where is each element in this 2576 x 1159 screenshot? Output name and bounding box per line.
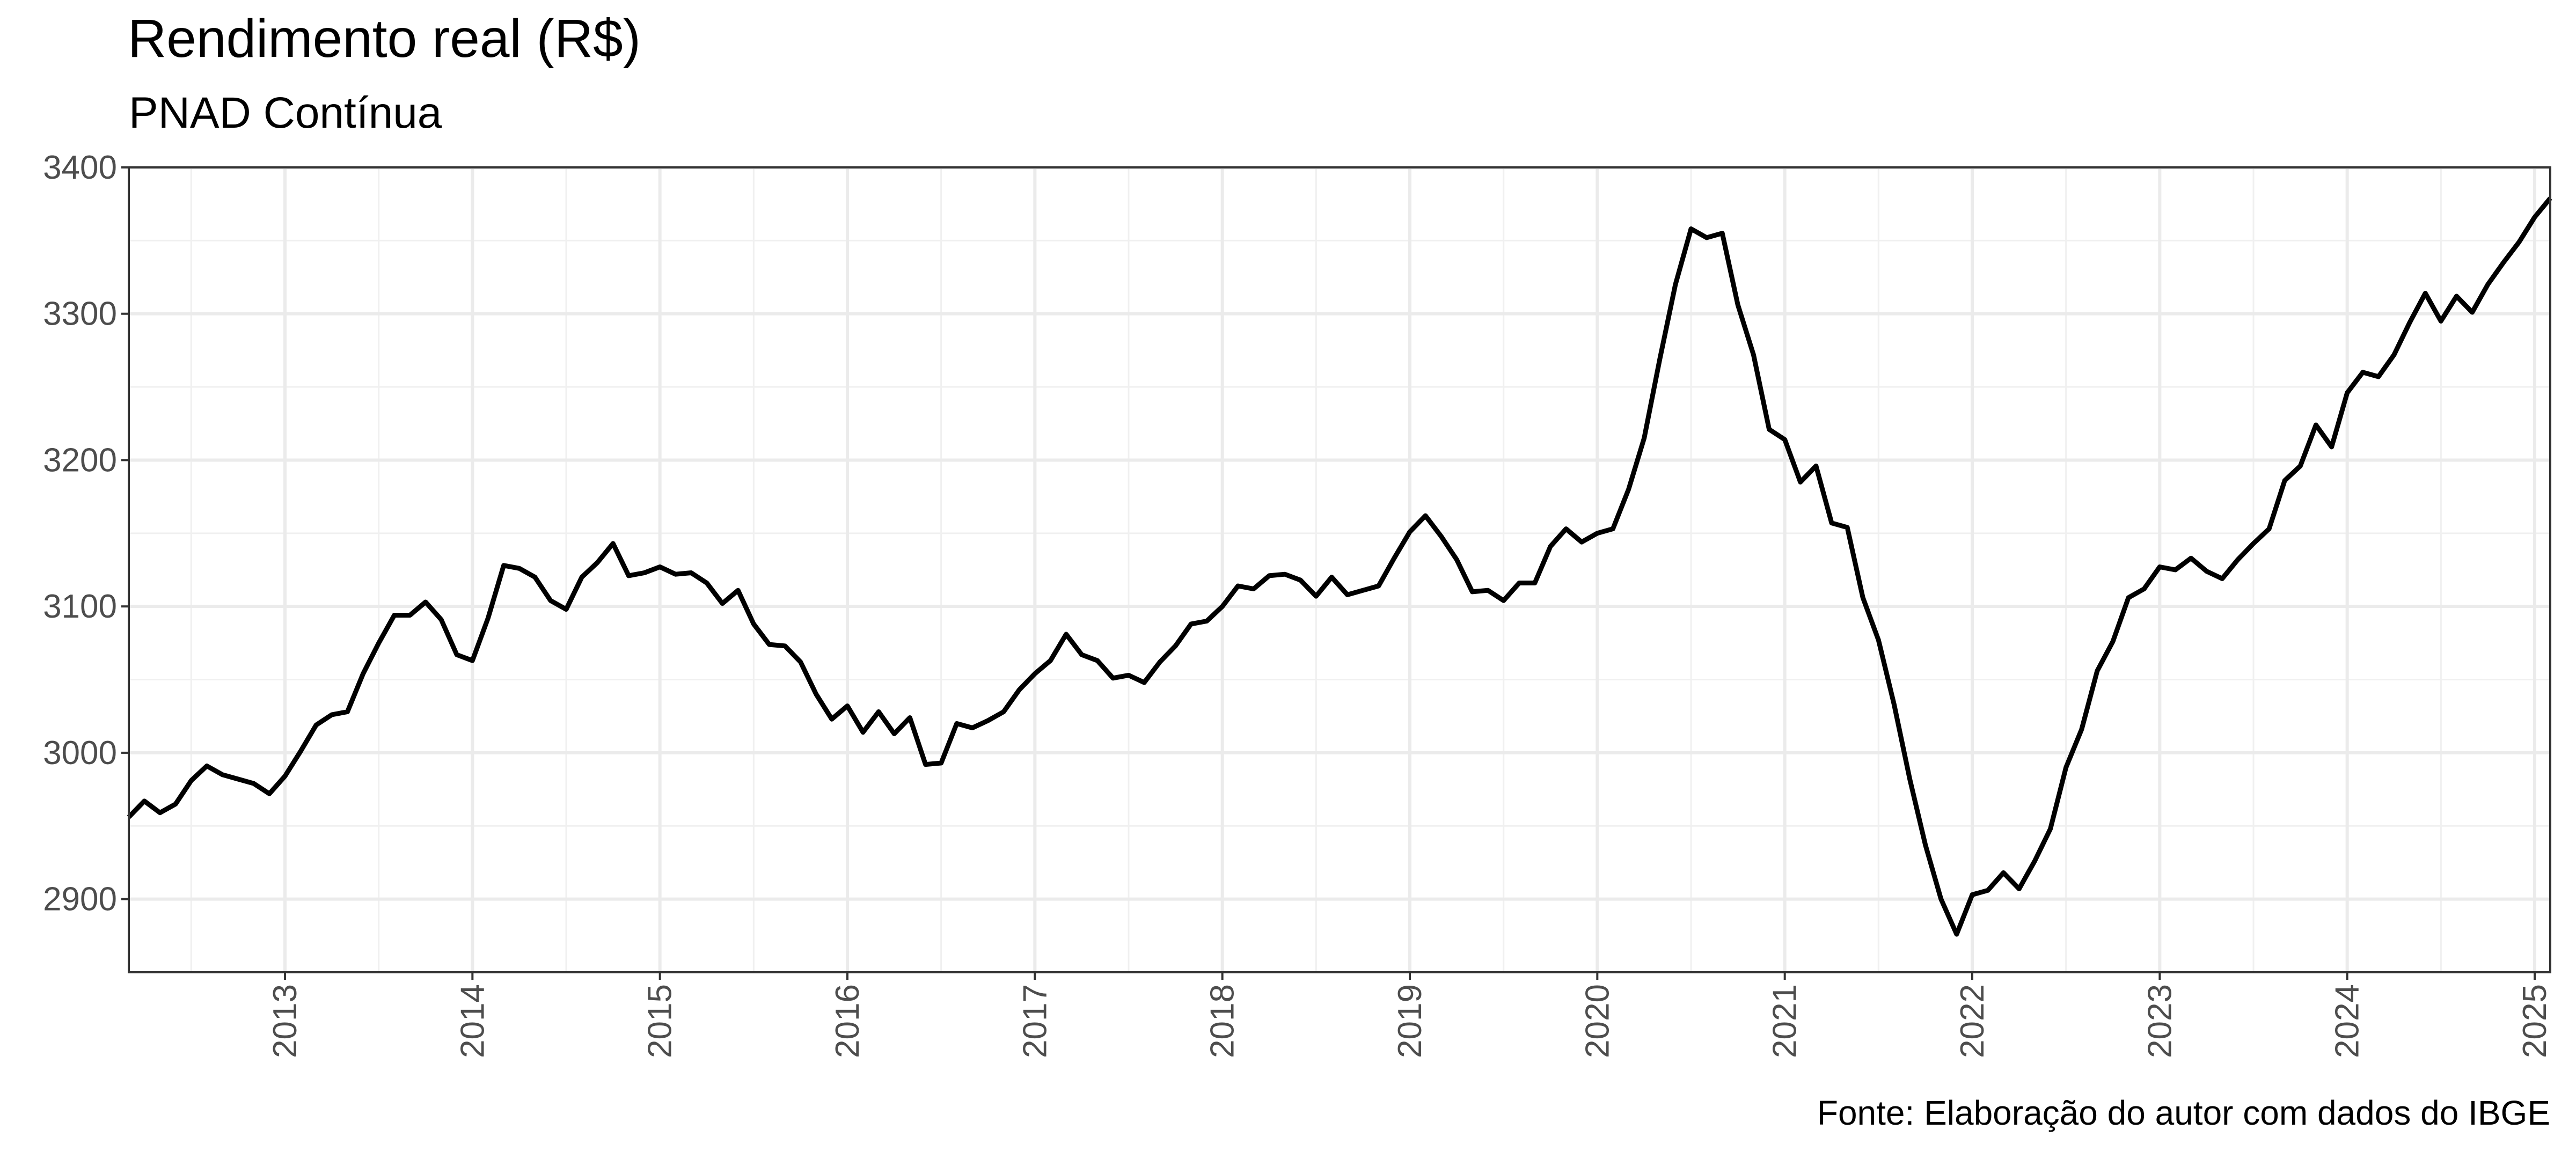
x-tick-label: 2017 bbox=[1016, 984, 1053, 1058]
y-tick-label: 3000 bbox=[43, 735, 117, 772]
chart-title: Rendimento real (R$) bbox=[128, 9, 641, 69]
x-tick-label: 2023 bbox=[2141, 984, 2178, 1058]
y-tick-labels: 2900 3000 3100 3200 3300 3400 bbox=[43, 149, 117, 918]
axes-layer bbox=[121, 166, 2536, 980]
minor-gridlines bbox=[129, 167, 2550, 972]
y-tick-label: 3300 bbox=[43, 296, 117, 333]
x-tick-label: 2014 bbox=[454, 984, 491, 1058]
x-tick-label: 2021 bbox=[1767, 984, 1804, 1058]
y-tick-label: 2900 bbox=[43, 881, 117, 918]
y-tick-label: 3100 bbox=[43, 588, 117, 625]
x-tick-label: 2018 bbox=[1204, 984, 1241, 1058]
x-tick-label: 2025 bbox=[2516, 984, 2553, 1058]
x-tick-label: 2022 bbox=[1954, 984, 1991, 1058]
series-line-0 bbox=[127, 196, 2552, 937]
x-tick-label: 2024 bbox=[2329, 984, 2366, 1058]
y-tick-label: 3400 bbox=[43, 149, 117, 186]
panel-border bbox=[128, 166, 2551, 973]
x-tick-label: 2015 bbox=[642, 984, 679, 1058]
series-layer bbox=[127, 196, 2552, 937]
x-tick-label: 2020 bbox=[1579, 984, 1616, 1058]
chart-caption: Fonte: Elaboração do autor com dados do … bbox=[1817, 1094, 2550, 1132]
x-tick-label: 2016 bbox=[829, 984, 866, 1058]
x-tick-labels: 2013 2014 2015 2016 2017 2018 2019 2020 2021 2022… bbox=[267, 984, 2553, 1058]
x-tick-label: 2013 bbox=[267, 984, 304, 1058]
chart-subtitle: PNAD Contínua bbox=[129, 89, 442, 137]
x-tick-label: 2019 bbox=[1392, 984, 1429, 1058]
y-tick-label: 3200 bbox=[43, 442, 117, 479]
major-gridlines bbox=[129, 166, 2550, 972]
